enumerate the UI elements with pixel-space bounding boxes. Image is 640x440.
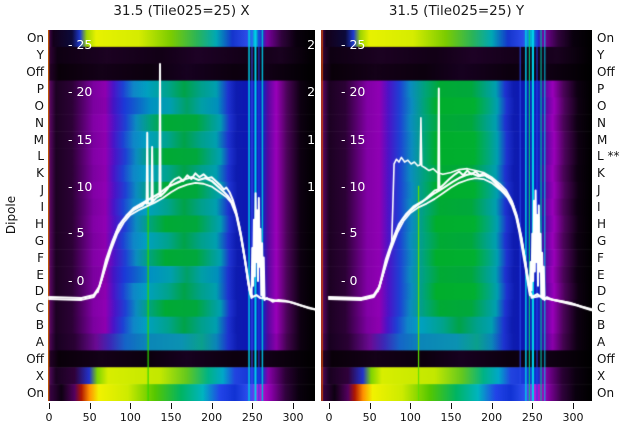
dipole-row-label: D (34, 284, 44, 299)
x-tick-label: 50 (362, 411, 377, 424)
dipole-row-label: A (597, 334, 606, 349)
x-tick-label: 150 (440, 411, 462, 424)
dipole-row-label: A (35, 334, 44, 349)
dipole-row-label: J (40, 183, 44, 198)
x-tick-mark (292, 403, 294, 409)
dipole-row-label: C (35, 301, 44, 316)
x-tick-label: 300 (282, 411, 304, 424)
dipole-row-label: E (36, 267, 44, 282)
dipole-row-label: K (36, 166, 44, 181)
x-tick-label: 0 (325, 411, 333, 424)
dipole-row-label: K (597, 166, 605, 181)
dipole-row-label: H (34, 216, 44, 231)
dipole-row-label: F (597, 250, 604, 265)
dipole-row-label: On (597, 31, 615, 46)
x-tick-mark (211, 403, 213, 409)
dipole-row-label: M (597, 132, 608, 147)
dipole-row-label: O (34, 98, 44, 113)
x-tick-mark (532, 403, 534, 409)
dipole-row-label: G (34, 233, 44, 248)
x-tick-label: 300 (562, 411, 584, 424)
dipole-row-label: On (26, 385, 44, 400)
x-tick-label: 200 (201, 411, 223, 424)
dipole-row-label: J (597, 183, 601, 198)
dipole-row-label: P (36, 82, 44, 97)
x-tick-mark (410, 403, 412, 409)
dipole-row-label: B (35, 318, 44, 333)
panel-title-x: 31.5 (Tile025=25) X (113, 3, 250, 19)
panel-title-y: 31.5 (Tile025=25) Y (388, 3, 525, 19)
dipole-row-label: O (597, 98, 607, 113)
dipole-row-label: Y (597, 48, 605, 63)
x-tick-label: 50 (82, 411, 97, 424)
dipole-row-label: On (597, 385, 615, 400)
x-tick-mark (450, 403, 452, 409)
x-tick-label: 100 (399, 411, 421, 424)
x-tick-mark (491, 403, 493, 409)
dipole-row-label: L (37, 149, 44, 164)
x-tick-mark (89, 403, 91, 409)
dipole-row-label: Off (26, 351, 44, 366)
x-tick-mark (329, 403, 330, 409)
heatmap-panel-y (321, 30, 592, 401)
dipole-row-label: D (597, 284, 607, 299)
dipole-row-label: I (597, 200, 601, 215)
dipole-row-label: H (597, 216, 607, 231)
dipole-row-label: B (597, 318, 606, 333)
dipole-row-label: N (597, 115, 606, 130)
x-tick-mark (170, 403, 172, 409)
dipole-row-label: X (597, 368, 606, 383)
dipole-row-label: E (597, 267, 605, 282)
dipole-row-label: Off (597, 65, 615, 80)
x-tick-mark (130, 403, 132, 409)
dipole-row-label: P (597, 82, 605, 97)
dipole-row-label: Y (36, 48, 44, 63)
dipole-row-label: L ** (597, 149, 620, 164)
x-tick-label: 250 (241, 411, 263, 424)
dipole-row-label: X (35, 368, 44, 383)
x-tick-mark (369, 403, 371, 409)
dipole-row-label: M (33, 132, 44, 147)
dipole-row-label: Off (26, 65, 44, 80)
dipole-row-label: I (40, 200, 44, 215)
x-tick-label: 250 (521, 411, 543, 424)
x-tick-label: 0 (45, 411, 53, 424)
dipole-row-label: Off (597, 351, 615, 366)
x-tick-mark (49, 403, 50, 409)
x-tick-mark (572, 403, 574, 409)
x-tick-label: 100 (119, 411, 141, 424)
heatmap-panel-x (48, 30, 315, 401)
dipole-row-label: G (597, 233, 607, 248)
dipole-labels-left: On Y Off P O N M L K J I H G F E D C B A Off X On (0, 30, 44, 401)
dipole-row-label: On (26, 31, 44, 46)
dipole-row-label: F (37, 250, 44, 265)
dipole-row-label: N (35, 115, 44, 130)
dipole-labels-right: On Y Off P O N M L ** K J I H G F E D C B A Off X On (597, 30, 640, 401)
x-tick-mark (252, 403, 254, 409)
x-tick-label: 200 (481, 411, 503, 424)
x-tick-label: 150 (160, 411, 182, 424)
dipole-row-label: C (597, 301, 606, 316)
